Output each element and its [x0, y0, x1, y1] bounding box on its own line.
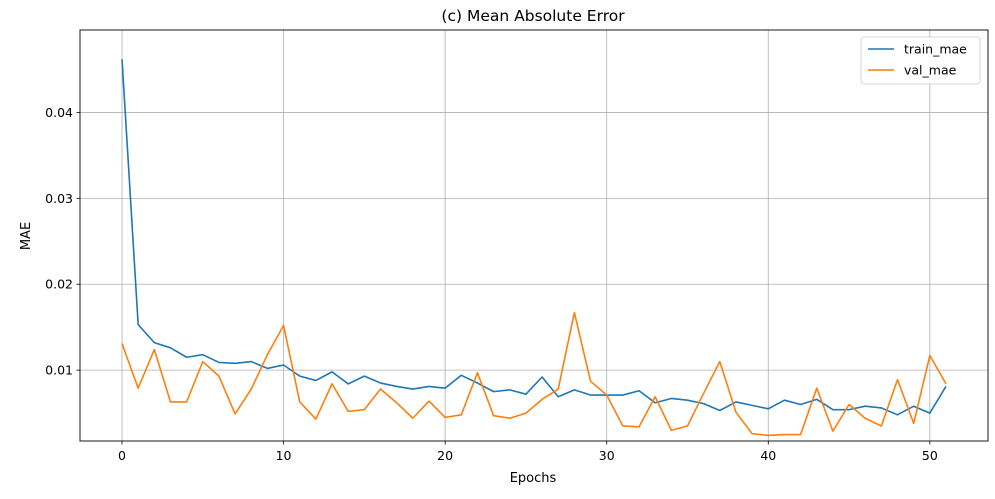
y-axis-label: MAE	[19, 222, 34, 250]
y-tick-label: 0.02	[45, 277, 73, 292]
x-tick-label: 10	[276, 448, 292, 463]
y-axis-ticks: 0.01 0.02 0.03 0.04	[45, 105, 80, 378]
legend-label-val_mae: val_mae	[904, 63, 957, 78]
grid-lines	[80, 30, 988, 441]
legend-label-train_mae: train_mae	[904, 42, 967, 57]
chart-title: (c) Mean Absolute Error	[441, 7, 625, 25]
series-lines	[121, 59, 947, 437]
x-tick-label: 50	[922, 448, 938, 463]
x-axis-ticks: 0 10 20 30 40 50	[118, 441, 938, 463]
series-line-train_mae	[121, 59, 947, 416]
series-line-val_mae	[121, 311, 947, 437]
x-tick-label: 40	[760, 448, 776, 463]
x-axis-label: Epochs	[510, 471, 557, 486]
x-tick-label: 0	[118, 448, 126, 463]
legend: train_mae val_mae	[860, 36, 981, 85]
plot-frame	[79, 29, 989, 442]
y-tick-label: 0.03	[45, 191, 73, 206]
x-tick-label: 20	[437, 448, 453, 463]
y-tick-label: 0.01	[45, 363, 73, 378]
x-tick-label: 30	[599, 448, 615, 463]
y-tick-label: 0.04	[45, 105, 73, 120]
